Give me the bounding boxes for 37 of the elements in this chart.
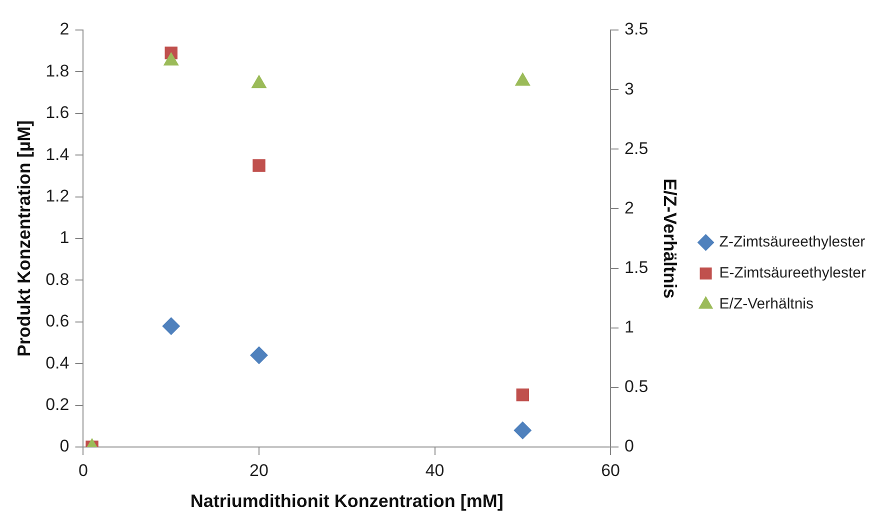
y2-tick-label: 1.5 bbox=[624, 258, 648, 277]
legend-label: E/Z-Verhältnis bbox=[719, 296, 814, 313]
legend-label: E-Zimtsäureethylester bbox=[719, 264, 866, 282]
point bbox=[162, 317, 180, 336]
y-tick-label: 1 bbox=[60, 228, 70, 248]
y-tick-label: 0 bbox=[60, 436, 70, 456]
point bbox=[252, 159, 266, 172]
y-tick-label: 0.4 bbox=[46, 353, 70, 372]
y2-tick-label: 2 bbox=[624, 198, 634, 218]
point bbox=[163, 52, 179, 66]
y-tick-label: 0.6 bbox=[46, 312, 70, 331]
y2-tick-label: 2.5 bbox=[624, 138, 648, 158]
point bbox=[516, 388, 530, 402]
y-tick-label: 0.8 bbox=[46, 270, 70, 289]
y2-tick-label: 3 bbox=[624, 79, 634, 98]
y-tick-label: 1.2 bbox=[46, 186, 70, 206]
y2-tick-label: 3.5 bbox=[624, 20, 648, 39]
legend-label: Z-Zimtsäureethylester bbox=[719, 234, 866, 251]
y2-tick-label: 1 bbox=[624, 318, 634, 337]
x-axis-title: Natriumdithionit Konzentration [mM] bbox=[190, 491, 504, 512]
y2-axis-title: E/Z-Verhältnis bbox=[660, 178, 680, 299]
point bbox=[514, 421, 532, 440]
y2-tick-label: 0 bbox=[624, 436, 634, 456]
y-tick-label: 1.4 bbox=[46, 144, 70, 164]
x-tick-label: 20 bbox=[250, 460, 268, 480]
y-axis-title: Produkt Konzentration [µM] bbox=[14, 120, 34, 357]
y-tick-label: 0.2 bbox=[46, 394, 70, 414]
point bbox=[514, 72, 530, 86]
point bbox=[251, 74, 267, 88]
x-tick-label: 40 bbox=[425, 460, 444, 480]
y-tick-label: 1.8 bbox=[46, 61, 70, 80]
y2-tick-label: 0.5 bbox=[624, 377, 648, 396]
x-tick-label: 0 bbox=[78, 460, 88, 480]
point bbox=[250, 346, 268, 364]
x-tick-label: 60 bbox=[601, 460, 620, 480]
y-tick-label: 2 bbox=[60, 20, 70, 39]
y-tick-label: 1.6 bbox=[46, 103, 70, 122]
